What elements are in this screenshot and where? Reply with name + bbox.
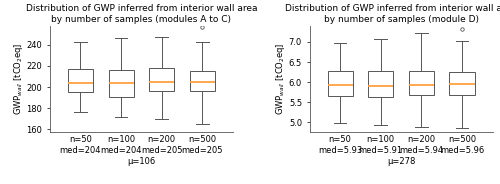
PathPatch shape [190, 71, 215, 91]
Y-axis label: GWP$_{wall}$ [tCO$_2$eq]: GWP$_{wall}$ [tCO$_2$eq] [274, 43, 287, 115]
PathPatch shape [409, 71, 434, 95]
PathPatch shape [68, 69, 93, 92]
PathPatch shape [328, 71, 352, 96]
X-axis label: μ=278: μ=278 [387, 157, 416, 166]
Title: Distribution of GWP inferred from interior wall area
by number of samples (modul: Distribution of GWP inferred from interi… [286, 4, 500, 24]
PathPatch shape [149, 68, 174, 91]
Title: Distribution of GWP inferred from interior wall area
by number of samples (modul: Distribution of GWP inferred from interi… [26, 4, 257, 24]
Y-axis label: GWP$_{wall}$ [tCO$_2$eq]: GWP$_{wall}$ [tCO$_2$eq] [12, 43, 25, 115]
X-axis label: μ=106: μ=106 [128, 157, 156, 166]
PathPatch shape [108, 70, 134, 97]
PathPatch shape [450, 72, 474, 95]
PathPatch shape [368, 71, 394, 98]
